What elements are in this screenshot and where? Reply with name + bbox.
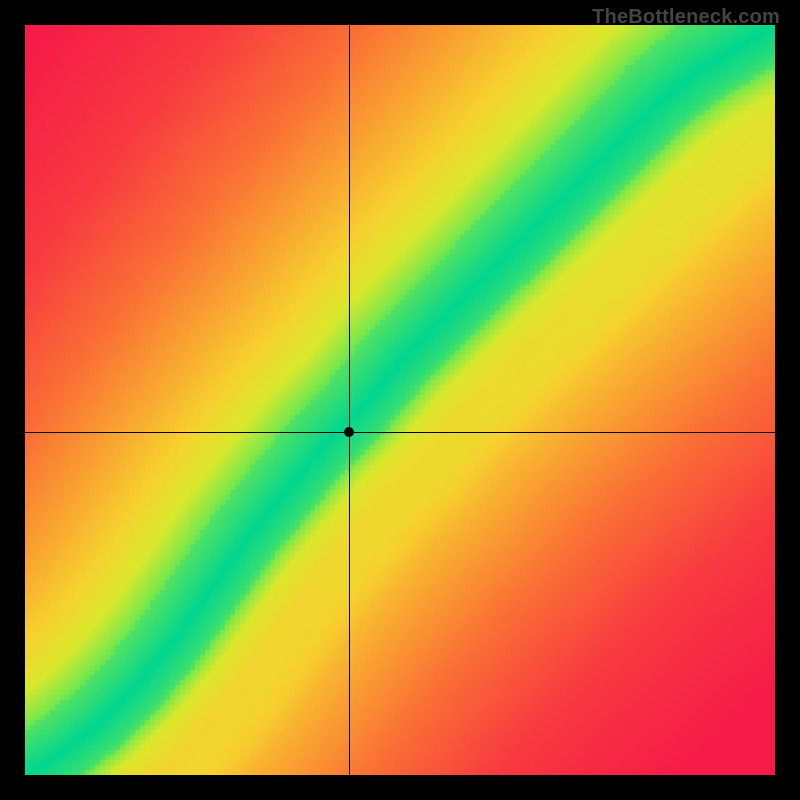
crosshair-marker <box>344 427 354 437</box>
crosshair-horizontal <box>25 432 775 433</box>
heatmap-plot <box>25 25 775 775</box>
heatmap-canvas <box>25 25 775 775</box>
watermark-text: TheBottleneck.com <box>592 6 780 29</box>
crosshair-vertical <box>349 25 350 775</box>
